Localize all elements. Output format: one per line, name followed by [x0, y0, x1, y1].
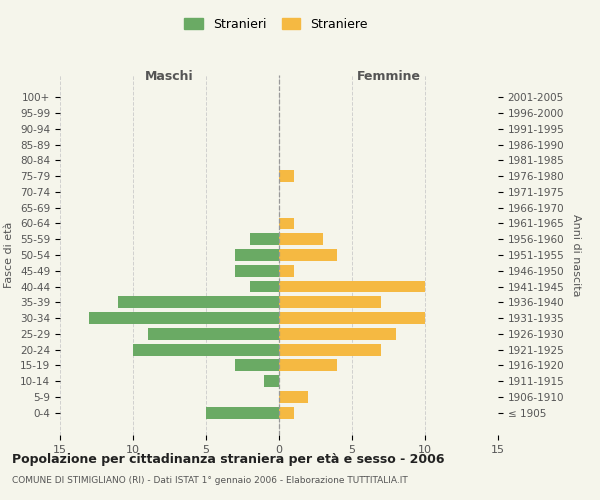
Text: COMUNE DI STIMIGLIANO (RI) - Dati ISTAT 1° gennaio 2006 - Elaborazione TUTTITALI: COMUNE DI STIMIGLIANO (RI) - Dati ISTAT … [12, 476, 408, 485]
Bar [250, 280, 279, 292]
Bar [279, 170, 293, 182]
Bar [279, 265, 293, 276]
Text: Maschi: Maschi [145, 70, 194, 83]
Bar [279, 407, 293, 418]
Bar [279, 249, 337, 261]
Bar [206, 407, 279, 418]
Bar [133, 344, 279, 355]
Bar [118, 296, 279, 308]
Bar [279, 218, 293, 230]
Bar [279, 360, 337, 372]
Y-axis label: Anni di nascita: Anni di nascita [571, 214, 581, 296]
Bar [279, 280, 425, 292]
Bar [279, 391, 308, 403]
Bar [279, 296, 381, 308]
Bar [279, 234, 323, 245]
Bar [265, 376, 279, 387]
Bar [279, 328, 396, 340]
Bar [235, 249, 279, 261]
Text: Femmine: Femmine [356, 70, 421, 83]
Legend: Stranieri, Straniere: Stranieri, Straniere [181, 14, 371, 34]
Bar [279, 312, 425, 324]
Bar [148, 328, 279, 340]
Y-axis label: Fasce di età: Fasce di età [4, 222, 14, 288]
Text: Popolazione per cittadinanza straniera per età e sesso - 2006: Popolazione per cittadinanza straniera p… [12, 452, 445, 466]
Bar [250, 234, 279, 245]
Bar [235, 265, 279, 276]
Bar [89, 312, 279, 324]
Bar [279, 344, 381, 355]
Bar [235, 360, 279, 372]
